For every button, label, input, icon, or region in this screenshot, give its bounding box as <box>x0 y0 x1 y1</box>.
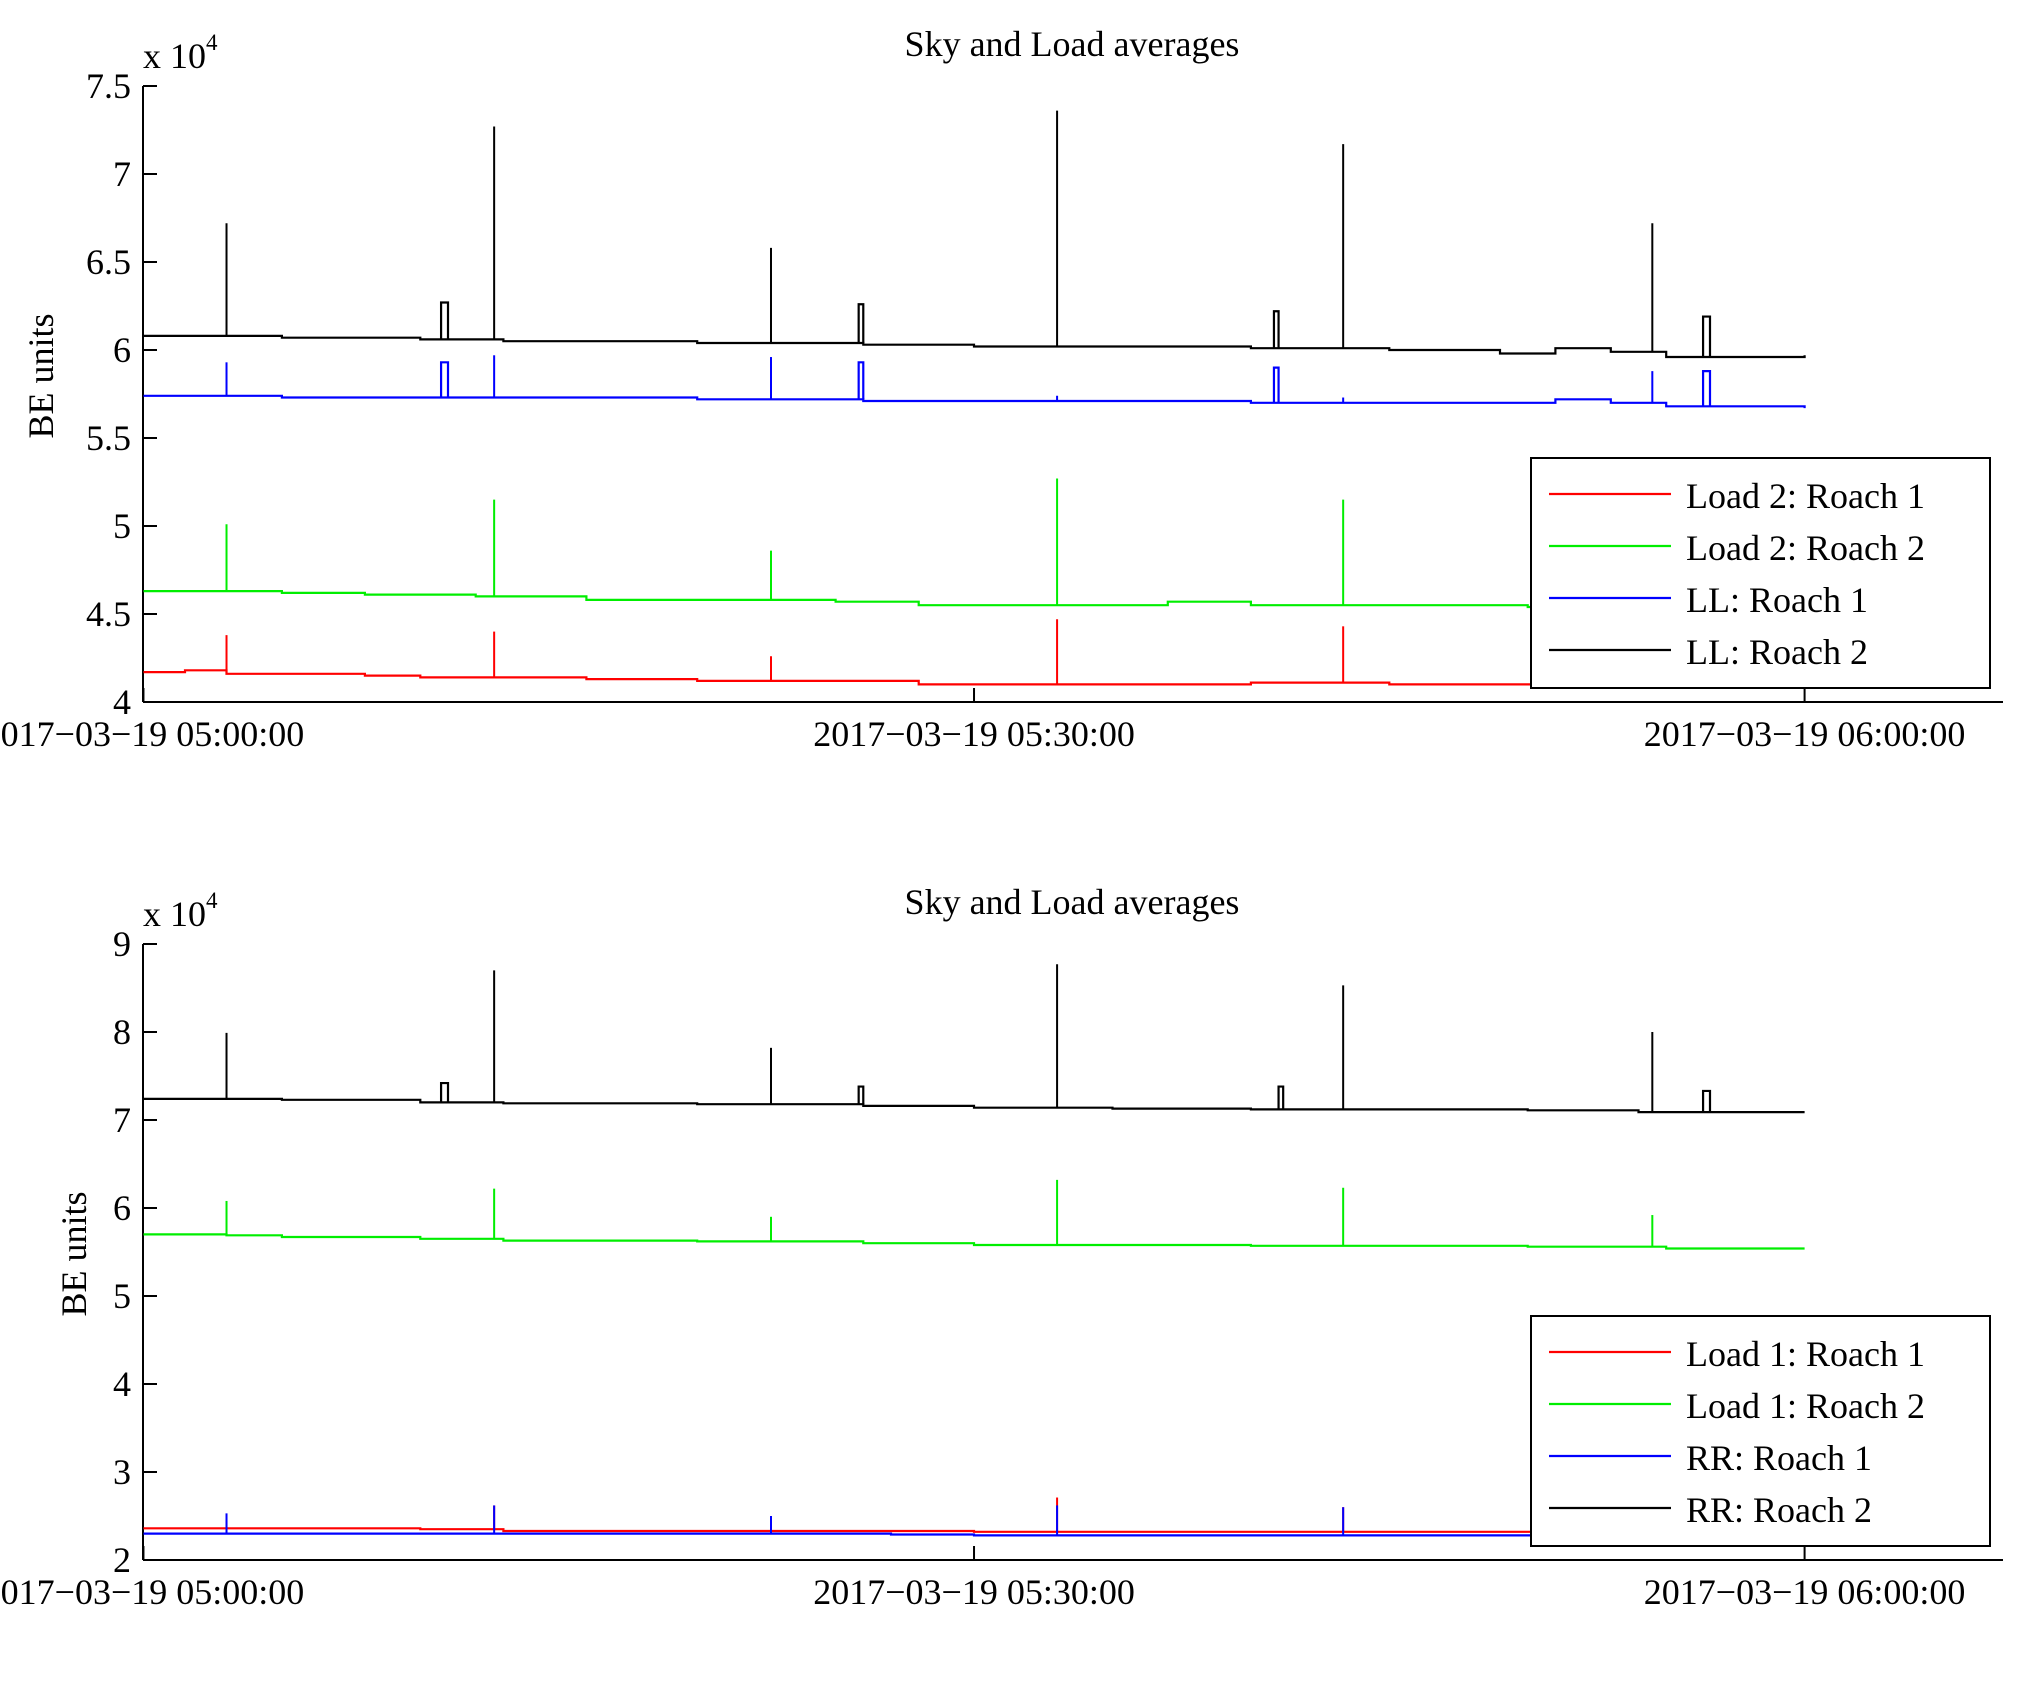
y-tick-label: 5 <box>113 1276 131 1316</box>
legend: Load 1: Roach 1 Load 1: Roach 2 RR: Roach … <box>1530 1315 1991 1547</box>
y-multiplier-base: x 10 <box>143 894 206 934</box>
bump-blue <box>439 361 450 398</box>
legend-label: LL: Roach 2 <box>1686 632 1868 672</box>
series-layer <box>143 110 1806 688</box>
legend-label: Load 1: Roach 1 <box>1686 1334 1925 1374</box>
series-line-black <box>143 1097 1805 1114</box>
y-tick-label: 8 <box>113 1012 131 1052</box>
y-tick-label: 5 <box>113 506 131 546</box>
legend-label: RR: Roach 1 <box>1686 1438 1872 1478</box>
bump-black <box>1277 1085 1285 1110</box>
legend: Load 2: Roach 1 Load 2: Roach 2 LL: Roach … <box>1530 457 1991 689</box>
bump-black <box>1272 310 1280 349</box>
y-tick-label: 6 <box>113 1188 131 1228</box>
x-tick-label: 2017−03−19 05:30:00 <box>813 1572 1135 1612</box>
series-line-green <box>143 1233 1805 1250</box>
y-tick-label: 7.5 <box>86 66 131 106</box>
chart-title: Sky and Load averages <box>905 882 1240 922</box>
y-tick-label: 4 <box>113 1364 131 1404</box>
y-tick-label: 7 <box>113 1100 131 1140</box>
y-axis-label: BE units <box>54 1191 94 1316</box>
bump-blue <box>1701 370 1712 407</box>
series-line-blue <box>143 394 1806 409</box>
series-layer <box>143 964 1805 1537</box>
y-tick-label: 4.5 <box>86 594 131 634</box>
bump-black <box>857 303 865 343</box>
legend-label: Load 1: Roach 2 <box>1686 1386 1925 1426</box>
axes: 2 3 4 5 6 7 8 9 2017−03−19 05:00:00 2017−03−19 05… <box>0 924 2003 1612</box>
legend-label: RR: Roach 2 <box>1686 1490 1872 1530</box>
y-multiplier-exponent: 4 <box>206 888 218 913</box>
y-tick-label: 2 <box>113 1540 131 1580</box>
y-tick-label: 6 <box>113 330 131 370</box>
x-tick-label: 2017−03−19 05:30:00 <box>813 714 1135 754</box>
x-tick-label: 2017−03−19 06:00:00 <box>1644 1572 1966 1612</box>
legend-label: LL: Roach 1 <box>1686 580 1868 620</box>
x-tick-label: 2017−03−19 06:00:00 <box>1644 714 1966 754</box>
y-tick-label: 4 <box>113 682 131 722</box>
bump-blue <box>1272 366 1280 403</box>
y-tick-label: 6.5 <box>86 242 131 282</box>
x-tick-label: 2017−03−19 05:00:00 <box>0 1572 304 1612</box>
chart-top: Sky and Load averages x 104 BE units 44.… <box>0 24 2003 754</box>
series-line-blue <box>143 1532 1805 1537</box>
legend-label: Load 2: Roach 1 <box>1686 476 1925 516</box>
series-line-red <box>143 669 1805 688</box>
y-axis-label: BE units <box>21 313 61 438</box>
x-tick-label: 2017−03−19 05:00:00 <box>0 714 304 754</box>
y-multiplier: x 104 <box>143 30 218 76</box>
chart-bottom: Sky and Load averages x 104 BE units 234… <box>0 882 2003 1612</box>
bump-black <box>439 301 450 340</box>
bump-black <box>1701 1089 1712 1113</box>
series-line-green <box>143 590 1805 610</box>
bump-black <box>1701 315 1712 358</box>
series-line-red <box>143 1527 1805 1533</box>
y-tick-label: 5.5 <box>86 418 131 458</box>
y-multiplier: x 104 <box>143 888 218 934</box>
chart-title: Sky and Load averages <box>905 24 1240 64</box>
y-tick-label: 9 <box>113 924 131 964</box>
axes: 4 4.5 5 5.5 6 6.5 7 7.5 2017−03−19 05:00:00 2017−… <box>0 66 2003 754</box>
bump-black <box>857 1085 865 1105</box>
y-multiplier-base: x 10 <box>143 36 206 76</box>
y-multiplier-exponent: 4 <box>206 30 218 55</box>
series-line-black <box>143 334 1806 359</box>
legend-label: Load 2: Roach 2 <box>1686 528 1925 568</box>
bump-blue <box>857 361 865 400</box>
y-tick-label: 3 <box>113 1452 131 1492</box>
y-tick-label: 7 <box>113 154 131 194</box>
bump-black <box>439 1081 450 1103</box>
